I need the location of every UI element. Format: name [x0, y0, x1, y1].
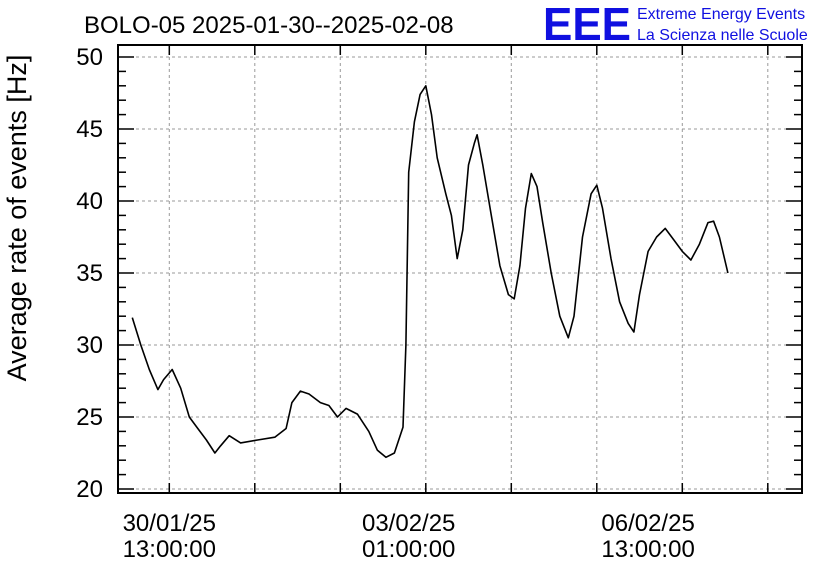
y-tick-label: 30 [76, 332, 103, 359]
x-tick-labels: 30/01/2513:00:0003/02/2501:00:0006/02/25… [123, 510, 695, 563]
y-tick-label: 40 [76, 188, 103, 215]
rate-series-line [131, 85, 729, 459]
x-tick-label-time: 13:00:00 [601, 536, 694, 563]
logo-mark: EEE [543, 0, 631, 50]
axis-ticks [118, 45, 802, 493]
series-layer [131, 85, 729, 459]
logo-line-1: Extreme Energy Events [637, 6, 805, 23]
y-tick-label: 35 [76, 260, 103, 287]
y-tick-labels: 20 25 30 35 40 45 50 [76, 44, 103, 503]
eee-logo: EEE Extreme Energy Events La Scienza nel… [543, 0, 808, 50]
y-axis-label: Average rate of events [Hz] [2, 55, 32, 382]
logo-line-2: La Scienza nelle Scuole [637, 27, 808, 44]
chart-title: BOLO-05 2025-01-30--2025-02-08 [84, 12, 454, 39]
x-tick-label-date: 03/02/25 [362, 510, 455, 537]
grid-lines [118, 45, 802, 493]
y-tick-label: 20 [76, 476, 103, 503]
plot-frame [117, 44, 803, 494]
x-tick-label-date: 30/01/25 [123, 510, 216, 537]
y-tick-label: 50 [76, 44, 103, 71]
x-tick-label-date: 06/02/25 [601, 510, 694, 537]
y-tick-label: 45 [76, 116, 103, 143]
x-tick-label-time: 01:00:00 [362, 536, 455, 563]
y-tick-label: 25 [76, 404, 103, 431]
x-tick-label-time: 13:00:00 [123, 536, 216, 563]
